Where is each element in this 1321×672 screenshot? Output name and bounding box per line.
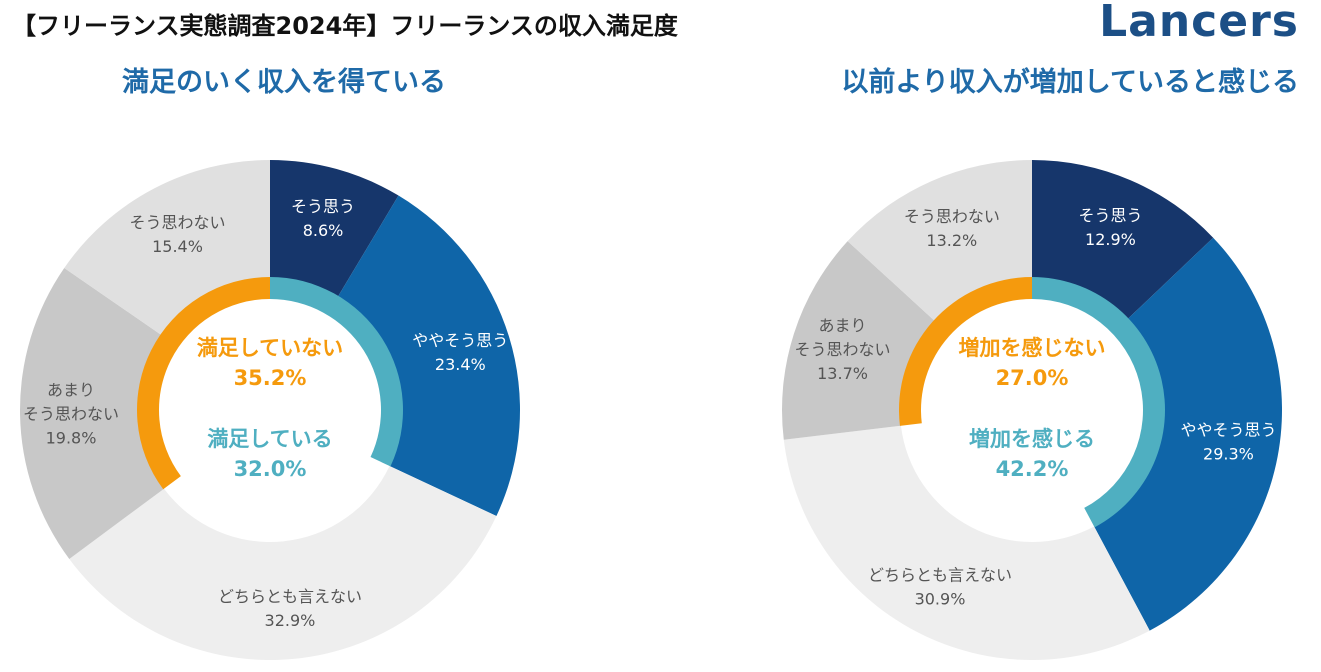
center-labels: 満足していない 35.2% 満足している 32.0% (197, 336, 343, 481)
outer-ring-labels: そう思う 12.9% ややそう思う 29.3% どちらとも言えない 30.9% あまりそう思… (795, 206, 1277, 608)
slice-label-somewhat-agree: ややそう思う 23.4% (412, 331, 508, 374)
slice-label-somewhat-agree: ややそう思う 29.3% (1180, 421, 1276, 464)
inner-ring (899, 277, 1165, 528)
slice-label-somewhat-disagree: あまりそう思わない 13.7% (795, 316, 891, 383)
slice-strongly-agree (1032, 160, 1214, 320)
slice-somewhat-agree (1094, 237, 1282, 631)
slice-strongly-agree (270, 160, 399, 297)
outer-ring (782, 160, 1282, 661)
outer-ring (20, 160, 520, 660)
slice-label-strongly-agree: そう思う 8.6% (291, 197, 355, 240)
slice-somewhat-disagree (782, 241, 935, 440)
slice-neutral (69, 465, 497, 660)
slice-strongly-disagree (847, 160, 1032, 321)
donut-chart-income-increase: そう思う 12.9% ややそう思う 29.3% どちらとも言えない 30.9% あまりそう思… (782, 160, 1282, 661)
center-label-disagree: 満足していない (197, 336, 343, 360)
slice-somewhat-agree (337, 195, 520, 516)
center-label-agree: 満足している (207, 427, 332, 451)
inner-arc-disagree (137, 277, 270, 490)
center-value-disagree: 35.2% (234, 366, 307, 390)
center-value-agree: 42.2% (996, 457, 1069, 481)
inner-arc-agree (270, 277, 403, 467)
donut-chart-income-satisfaction: そう思う 8.6% ややそう思う 23.4% どちらとも言えない 32.9% あまりそう思わ… (20, 160, 520, 660)
chart-title-left: 満足のいく収入を得ている (122, 67, 446, 98)
inner-arc-agree (1032, 277, 1165, 528)
slice-label-somewhat-disagree: あまりそう思わない 19.8% (23, 380, 119, 447)
chart-title-right: 以前より収入が増加していると感じる (841, 67, 1299, 98)
outer-ring-labels: そう思う 8.6% ややそう思う 23.4% どちらとも言えない 32.9% あまりそう思わ… (23, 197, 508, 630)
slice-label-strongly-disagree: そう思わない 15.4% (130, 213, 226, 256)
center-label-agree: 増加を感じる (969, 427, 1095, 451)
inner-arc-disagree (899, 277, 1032, 426)
slice-label-strongly-disagree: そう思わない 13.2% (904, 207, 1000, 250)
center-labels: 増加を感じない 27.0% 増加を感じる 42.2% (959, 336, 1106, 481)
slice-label-strongly-agree: そう思う 12.9% (1078, 206, 1142, 249)
brand-logo: Lancers (1099, 0, 1299, 47)
center-value-agree: 32.0% (234, 457, 307, 481)
slice-somewhat-disagree (20, 267, 165, 560)
center-value-disagree: 27.0% (996, 366, 1069, 390)
slice-strongly-disagree (64, 160, 271, 336)
page-title: 【フリーランス実態調査2024年】フリーランスの収入満足度 (12, 12, 678, 40)
slice-label-neutral: どちらとも言えない 32.9% (218, 587, 362, 630)
slice-neutral (783, 425, 1150, 661)
center-label-disagree: 増加を感じない (959, 336, 1106, 360)
slice-label-neutral: どちらとも言えない 30.9% (868, 565, 1012, 608)
inner-ring (137, 277, 403, 490)
